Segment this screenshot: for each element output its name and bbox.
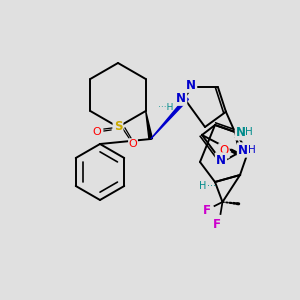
Text: S: S — [114, 121, 122, 134]
Text: N: N — [186, 79, 196, 92]
Text: O: O — [129, 139, 137, 149]
Text: H: H — [245, 127, 253, 137]
Text: ···H: ···H — [158, 103, 173, 112]
Text: N: N — [176, 92, 186, 105]
Text: H: H — [248, 145, 256, 155]
Polygon shape — [146, 111, 152, 139]
Text: H: H — [199, 181, 207, 191]
Text: F: F — [212, 218, 220, 230]
Text: F: F — [202, 203, 211, 217]
Text: N: N — [238, 143, 248, 157]
Text: N: N — [216, 154, 226, 166]
Text: N: N — [236, 126, 246, 139]
Text: ···: ··· — [207, 181, 216, 191]
Text: O: O — [93, 127, 101, 137]
Text: O: O — [219, 144, 229, 157]
Polygon shape — [151, 97, 188, 139]
